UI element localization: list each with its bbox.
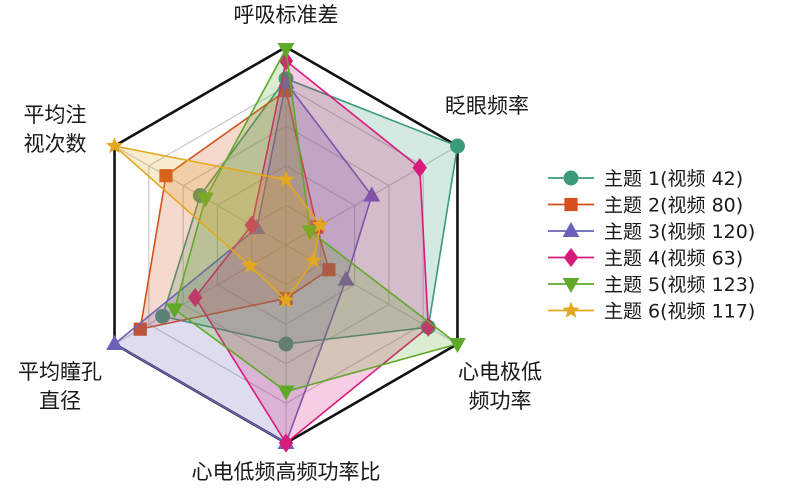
data-point — [363, 186, 381, 202]
data-point — [159, 169, 173, 183]
data-point — [412, 158, 427, 178]
legend-item: 主题 6(视频 117) — [548, 301, 755, 323]
data-point — [337, 270, 355, 286]
legend-label: 主题 5(视频 123) — [604, 274, 755, 296]
data-point — [450, 138, 465, 154]
legend-item: 主题 1(视频 42) — [548, 168, 743, 190]
axis-label: 平均瞳孔直径 — [18, 360, 102, 413]
axis-label: 心电极低频功率 — [458, 360, 542, 413]
data-point — [277, 170, 295, 187]
series-6 — [105, 137, 329, 308]
data-point — [277, 42, 295, 58]
data-point — [277, 291, 295, 308]
data-point — [105, 137, 124, 154]
data-point — [197, 192, 214, 208]
axis-label: 呼吸标准差 — [234, 3, 339, 27]
data-point — [304, 251, 322, 269]
data-point — [278, 433, 294, 453]
axis-label: 眨眼频率 — [445, 94, 529, 118]
legend-label: 主题 4(视频 63) — [604, 248, 743, 270]
data-point — [155, 308, 170, 324]
data-point — [277, 385, 295, 401]
legend: 主题 1(视频 42) 主题 2(视频 80) 主题 3(视频 120) 主题 4(视… — [548, 168, 755, 323]
data-point — [241, 256, 259, 274]
data-point — [311, 216, 329, 233]
data-point — [166, 303, 183, 319]
radar-series — [105, 42, 466, 453]
axis-label: 心电低频高频功率比 — [192, 460, 381, 484]
axis-label: 平均注视次数 — [24, 103, 87, 156]
data-point — [187, 287, 203, 308]
data-point — [278, 336, 294, 352]
legend-label: 主题 1(视频 42) — [604, 168, 743, 190]
legend-item: 主题 3(视频 120) — [548, 221, 755, 243]
data-point — [244, 215, 259, 235]
data-point — [449, 338, 466, 353]
series-5 — [166, 42, 466, 401]
data-point — [301, 225, 319, 241]
data-point — [421, 317, 436, 337]
legend-item: 主题 5(视频 123) — [548, 274, 755, 296]
legend-item: 主题 4(视频 63) — [548, 248, 743, 270]
legend-label: 主题 3(视频 120) — [604, 221, 755, 243]
legend-label: 主题 2(视频 80) — [604, 195, 743, 217]
series-4 — [187, 51, 436, 453]
data-point — [106, 335, 123, 350]
legend-item: 主题 2(视频 80) — [548, 195, 743, 217]
legend-label: 主题 6(视频 117) — [604, 301, 755, 323]
data-point — [278, 51, 294, 71]
data-point — [322, 263, 336, 277]
